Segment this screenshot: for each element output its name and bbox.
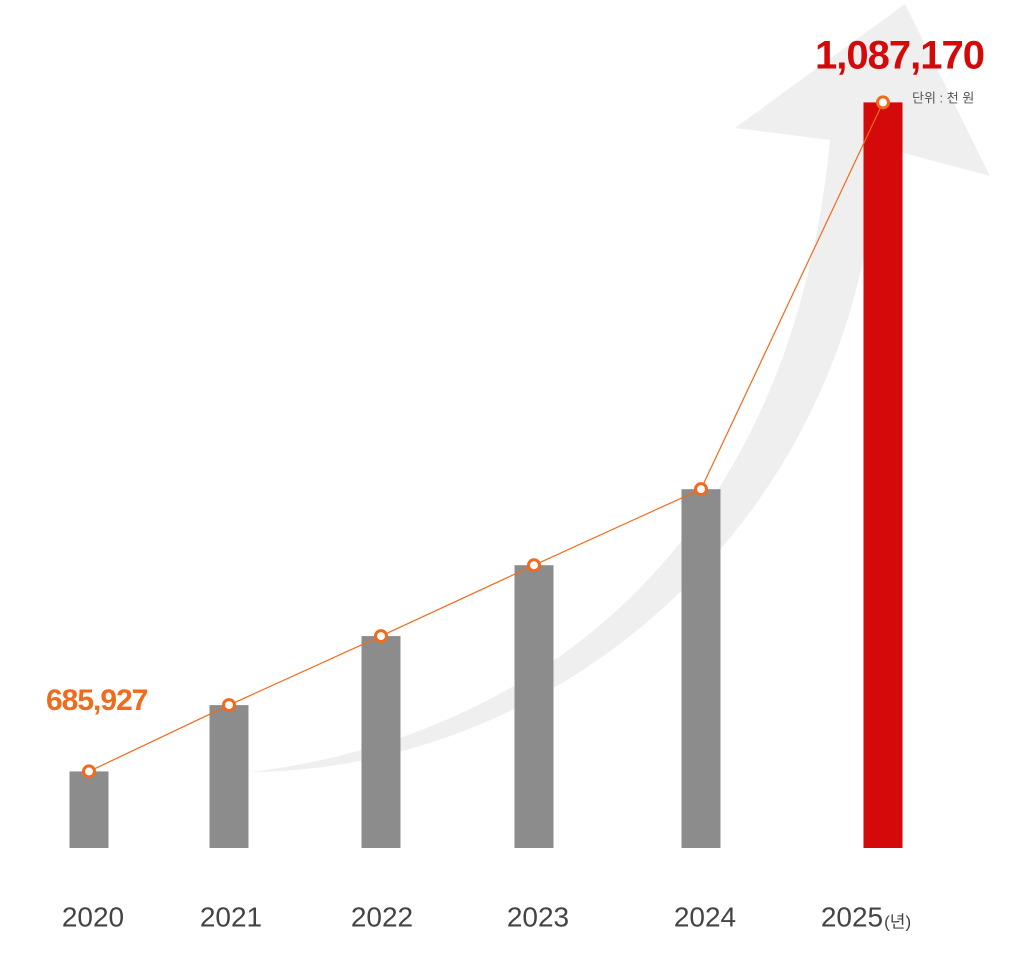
line-point (876, 95, 890, 110)
x-tick-label: 2020 (62, 901, 124, 932)
line-point (374, 629, 388, 644)
bar (514, 565, 554, 848)
x-unit: (년) (884, 912, 911, 931)
line-point (82, 764, 96, 779)
x-tick-label: 2025 (821, 901, 883, 932)
bar (681, 489, 721, 848)
x-tick-label: 2023 (507, 901, 569, 932)
value-label: 1,087,170 (815, 34, 984, 78)
line-point (694, 482, 708, 497)
line-point (527, 558, 541, 573)
bar (863, 102, 903, 848)
x-tick-label: 2024 (674, 901, 736, 932)
x-tick-label: 2022 (351, 901, 413, 932)
background-arrow (250, 4, 990, 772)
value-label: 685,927 (46, 684, 148, 717)
unit-label: 단위 : 천 원 (912, 90, 974, 105)
x-tick-label: 2021 (200, 901, 262, 932)
bar (361, 636, 401, 848)
bar (69, 771, 109, 848)
line-point (222, 698, 236, 713)
trend-line (88, 102, 884, 772)
bar (209, 705, 249, 848)
